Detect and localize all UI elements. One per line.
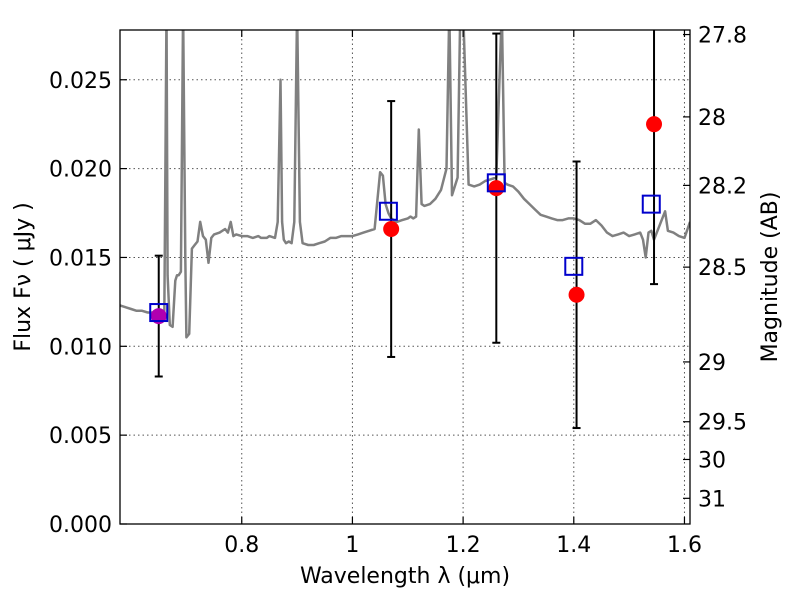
y2-tick-label: 30 xyxy=(698,448,726,473)
y-axis-label: Flux Fν ( μJy ) xyxy=(11,202,36,351)
y-axis-ticks: 0.000 0.005 0.010 0.015 0.020 0.025 xyxy=(49,69,127,538)
observed-point xyxy=(646,116,663,133)
y2-tick-label: 29.5 xyxy=(698,411,747,436)
x-tick-label: 1.6 xyxy=(667,533,702,558)
model-point xyxy=(641,194,661,214)
model-points xyxy=(149,173,661,323)
x-axis-label: Wavelength λ (μm) xyxy=(300,564,510,589)
y-tick-label: 0.005 xyxy=(49,424,112,449)
observed-point xyxy=(488,180,505,197)
plot-frame xyxy=(119,29,691,525)
x-tick-label: 0.8 xyxy=(224,533,259,558)
x-tick-label: 1 xyxy=(345,533,359,558)
y2-tick-label: 31 xyxy=(698,487,726,512)
y2-tick-label: 28.5 xyxy=(698,256,747,281)
model-point xyxy=(564,256,584,276)
model-point xyxy=(486,173,506,193)
y2-tick-label: 29 xyxy=(698,351,726,376)
y-tick-label: 0.025 xyxy=(49,69,112,94)
y2-axis-ticks: 27.8 28 28.2 28.5 29 29.5 30 31 xyxy=(683,24,747,512)
model-point xyxy=(378,201,398,221)
template-spectrum-line xyxy=(120,30,690,339)
template-spectrum xyxy=(120,30,690,339)
y2-axis-label: Magnitude (AB) xyxy=(758,192,783,363)
y-tick-label: 0.015 xyxy=(49,246,112,271)
x-tick-label: 1.4 xyxy=(556,533,591,558)
x-axis-ticks: 0.8 1 1.2 1.4 1.6 xyxy=(224,30,702,558)
observed-point xyxy=(383,221,400,238)
y-tick-label: 0.020 xyxy=(49,158,112,183)
y2-tick-label: 28.2 xyxy=(698,174,747,199)
x-tick-label: 1.2 xyxy=(446,533,481,558)
model-point xyxy=(149,303,169,323)
observed-point xyxy=(568,286,585,303)
grid-lines xyxy=(120,30,690,524)
observed-points xyxy=(150,116,663,325)
y2-tick-label: 27.8 xyxy=(698,24,747,49)
y2-tick-label: 28 xyxy=(698,106,726,131)
y-tick-label: 0.010 xyxy=(49,335,112,360)
y-tick-label: 0.000 xyxy=(49,513,112,538)
